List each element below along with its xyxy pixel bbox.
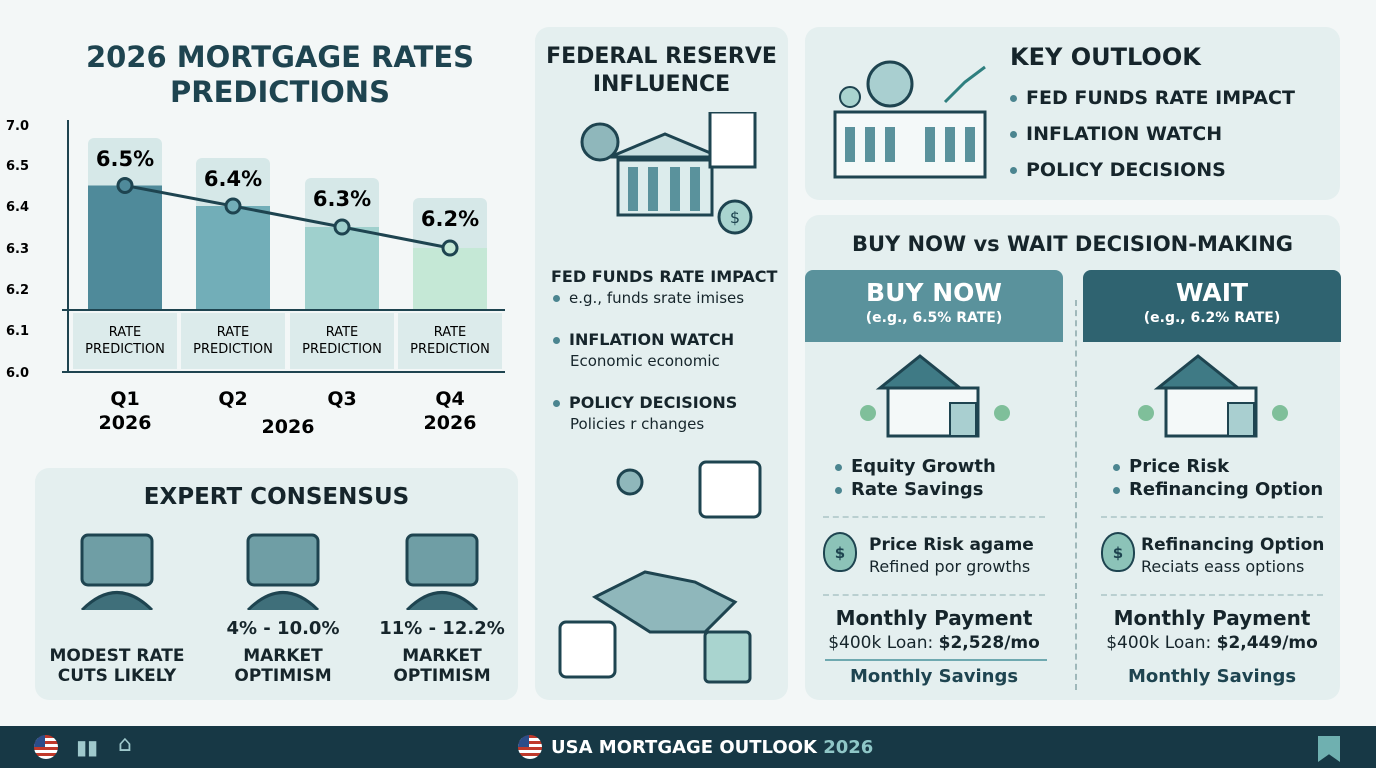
bar	[413, 248, 487, 310]
y-tick-label: 7.0	[6, 119, 29, 134]
house-cap-icon: ⌂	[118, 732, 132, 757]
bar-sublabel: RATE	[217, 325, 250, 340]
y-tick-label: 6.4	[6, 200, 29, 215]
bar-chart-icon: ▮▮	[76, 735, 99, 759]
expert-item: MODEST RATE CUTS LIKELY	[37, 525, 197, 686]
bar-sublabel: RATE	[434, 325, 467, 340]
payment-line: $400k Loan: $2,449/mo	[1106, 633, 1318, 653]
buy-column: BUY NOW (e.g., 6.5% RATE) Equity Growth R…	[805, 270, 1063, 700]
capitol-building-icon	[833, 60, 987, 179]
trend-line	[124, 184, 451, 250]
bar-sublabel: PREDICTION	[85, 342, 165, 357]
trend-point	[441, 239, 459, 257]
bar	[196, 206, 270, 310]
x-tick-label: 2026	[424, 412, 477, 434]
wait-column: WAIT (e.g., 6.2% RATE) Price Risk Refinan…	[1083, 270, 1341, 700]
svg-text:$: $	[730, 208, 740, 227]
data-label: 6.5%	[96, 147, 154, 171]
y-tick-label: 6.2	[6, 283, 29, 298]
data-label: 6.2%	[421, 207, 479, 231]
footer-title: USA MORTGAGE OUTLOOK 2026	[551, 737, 874, 758]
trend-point	[116, 177, 134, 194]
benefit-item: Rate Savings	[835, 478, 996, 501]
divider	[1075, 300, 1077, 690]
outlook-item: FED FUNDS RATE IMPACT	[1010, 87, 1295, 109]
key-outlook-panel: KEY OUTLOOK FED FUNDS RATE IMPACT INFLATI…	[805, 27, 1340, 200]
payment-line: $400k Loan: $2,528/mo	[828, 633, 1040, 653]
fed-item: POLICY DECISIONS Policies r changes	[553, 393, 783, 433]
us-flag-icon	[34, 735, 58, 759]
x-tick-label: Q1	[110, 388, 139, 410]
keys-handshake-calendar-icon	[558, 460, 762, 684]
fed-panel: FEDERAL RESERVE INFLUENCE $ FED FUNDS RAT…	[535, 27, 788, 700]
house-icon	[1138, 354, 1288, 438]
bar-sublabel-box	[398, 313, 502, 369]
y-tick-label: 6.3	[6, 242, 29, 257]
bar-sublabel: RATE	[109, 325, 142, 340]
wait-header: WAIT (e.g., 6.2% RATE)	[1083, 270, 1341, 342]
bar-sublabel: RATE	[326, 325, 359, 340]
briefcase-businessman-icon	[80, 533, 154, 610]
money-bag-icon: $	[1101, 532, 1135, 572]
bank-gear-icon: $	[580, 112, 757, 235]
benefit-item: Refinancing Option	[1113, 478, 1323, 501]
rate-chart: 7.0 6.5 6.4 6.3 6.2 6.1 6.0 RATE PREDICTION 6.5% Q…	[6, 119, 505, 438]
fed-title: FEDERAL RESERVE INFLUENCE	[546, 44, 777, 97]
house-icon	[860, 354, 1010, 438]
decision-title: BUY NOW vs WAIT DECISION-MAKING	[851, 232, 1294, 256]
analyst-icon	[405, 533, 479, 610]
trend-point	[224, 197, 242, 215]
trend-point	[333, 218, 351, 236]
benefit-item: Equity Growth	[835, 455, 996, 478]
fed-item: FED FUNDS RATE IMPACT e.g., funds srate …	[551, 267, 783, 307]
bar	[88, 185, 162, 310]
x-tick-label: Q2	[218, 388, 247, 410]
data-label: 6.3%	[313, 187, 371, 211]
buy-header: BUY NOW (e.g., 6.5% RATE)	[805, 270, 1063, 342]
bar-sublabel: PREDICTION	[410, 342, 490, 357]
outlook-item: INFLATION WATCH	[1010, 123, 1222, 145]
expert-item: 4% - 10.0% MARKET OPTIMISM	[203, 525, 363, 686]
growth-chart-icon	[246, 533, 320, 610]
money-bag-icon: $	[823, 532, 857, 572]
bar-sublabel-box	[73, 313, 177, 369]
x-tick-label: Q4	[435, 388, 464, 410]
footer-bar: ▮▮ ⌂ USA MORTGAGE OUTLOOK 2026	[0, 726, 1376, 768]
bar-sublabel: PREDICTION	[193, 342, 273, 357]
outlook-item: POLICY DECISIONS	[1010, 159, 1226, 181]
bar-sublabel-box	[181, 313, 285, 369]
shared-year-label: 2026	[262, 416, 315, 438]
data-label: 6.4%	[204, 167, 262, 191]
benefit-item: Price Risk	[1113, 455, 1323, 478]
bar	[305, 227, 379, 310]
chart-title: 2026 MORTGAGE RATES PREDICTIONS	[85, 40, 475, 109]
fed-item: INFLATION WATCH Economic economic	[553, 330, 783, 370]
y-tick-label: 6.1	[6, 324, 29, 339]
expert-title: EXPERT CONSENSUS	[143, 484, 410, 510]
x-tick-label: 2026	[99, 412, 152, 434]
bar-sublabel: PREDICTION	[302, 342, 382, 357]
expert-item: 11% - 12.2% MARKET OPTIMISM	[362, 525, 522, 686]
y-tick-label: 6.0	[6, 366, 29, 381]
x-tick-label: Q3	[327, 388, 356, 410]
us-flag-icon	[518, 735, 542, 759]
outlook-title: KEY OUTLOOK	[1010, 43, 1201, 71]
bookmark-icon[interactable]	[1318, 736, 1340, 762]
y-tick-label: 6.5	[6, 159, 29, 174]
bar-sublabel-box	[290, 313, 394, 369]
